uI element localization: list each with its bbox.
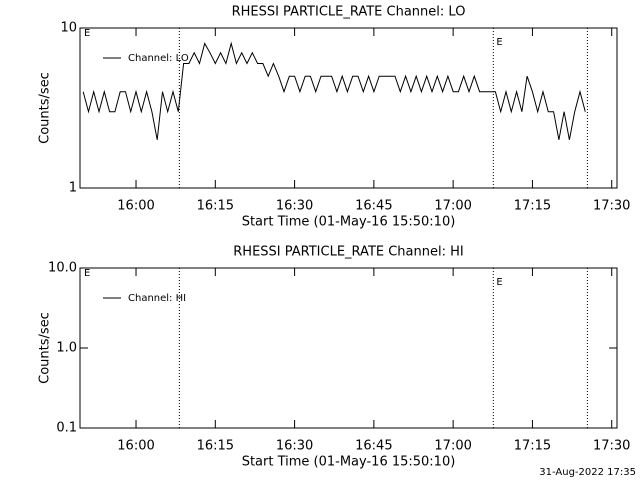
legend-label: Channel: HI [128, 293, 186, 304]
y-tick-label: 10 [60, 21, 77, 36]
x-tick-label: 16:15 [197, 199, 234, 214]
data-line [82, 41, 586, 140]
y-tick-label: 0.1 [56, 421, 77, 436]
y-tick-label: 1 [69, 181, 77, 196]
x-tick-label: 17:15 [514, 199, 551, 214]
y-tick-label: 1.0 [56, 341, 77, 356]
timestamp: 31-Aug-2022 17:35 [539, 467, 636, 478]
x-tick-label: 16:15 [197, 439, 234, 454]
annotation: E [496, 277, 502, 288]
x-tick-label: 16:45 [355, 199, 392, 214]
x-tick-label: 17:30 [593, 199, 630, 214]
y-tick-label: 10.0 [48, 261, 77, 276]
annotation: E [84, 28, 90, 39]
plot-frame [79, 267, 618, 429]
y-axis-label: Counts/sec [38, 312, 53, 384]
x-axis-label: Start Time (01-May-16 15:50:10) [242, 455, 456, 470]
x-tick-label: 16:00 [117, 199, 154, 214]
annotation: E [496, 37, 502, 48]
x-axis-label: Start Time (01-May-16 15:50:10) [242, 215, 456, 230]
legend-label: Channel: LO [128, 53, 189, 64]
y-axis-label: Counts/sec [38, 72, 53, 144]
plot-frame [79, 27, 618, 189]
annotation: E [84, 268, 90, 279]
x-tick-label: 17:00 [434, 439, 471, 454]
x-tick-label: 16:30 [276, 199, 313, 214]
x-tick-label: 16:30 [276, 439, 313, 454]
chart-title: RHESSI PARTICLE_RATE Channel: LO [232, 5, 466, 20]
x-tick-label: 17:15 [514, 439, 551, 454]
x-tick-label: 16:45 [355, 439, 392, 454]
chart-title: RHESSI PARTICLE_RATE Channel: HI [233, 245, 463, 260]
x-tick-label: 16:00 [117, 439, 154, 454]
x-tick-label: 17:30 [593, 439, 630, 454]
x-tick-label: 17:00 [434, 199, 471, 214]
